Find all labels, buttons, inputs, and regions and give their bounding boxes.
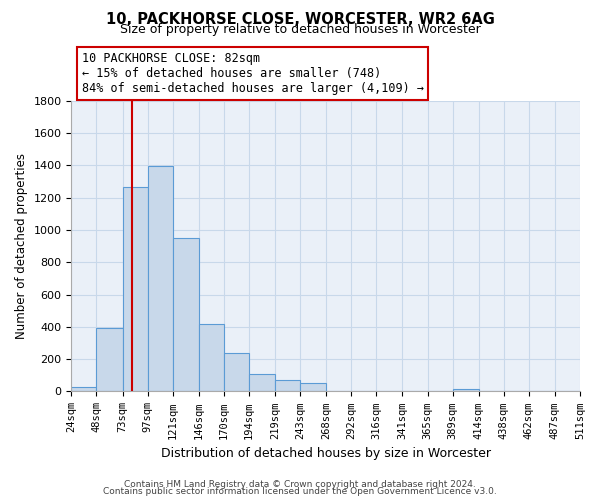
X-axis label: Distribution of detached houses by size in Worcester: Distribution of detached houses by size …: [161, 447, 491, 460]
Text: 10, PACKHORSE CLOSE, WORCESTER, WR2 6AG: 10, PACKHORSE CLOSE, WORCESTER, WR2 6AG: [106, 12, 494, 28]
Text: Contains public sector information licensed under the Open Government Licence v3: Contains public sector information licen…: [103, 487, 497, 496]
Bar: [452, 389, 479, 392]
Text: Contains HM Land Registry data © Crown copyright and database right 2024.: Contains HM Land Registry data © Crown c…: [124, 480, 476, 489]
Text: Size of property relative to detached houses in Worcester: Size of property relative to detached ho…: [119, 22, 481, 36]
Bar: [71, 388, 97, 392]
Text: 10 PACKHORSE CLOSE: 82sqm
← 15% of detached houses are smaller (748)
84% of semi: 10 PACKHORSE CLOSE: 82sqm ← 15% of detac…: [82, 52, 424, 95]
Y-axis label: Number of detached properties: Number of detached properties: [15, 153, 28, 339]
Bar: [97, 328, 122, 392]
Bar: [224, 354, 249, 392]
Bar: [148, 166, 173, 392]
Bar: [199, 324, 224, 392]
Bar: [249, 374, 275, 392]
Bar: [173, 238, 199, 392]
Bar: [275, 380, 300, 392]
Bar: [300, 384, 326, 392]
Bar: [122, 187, 148, 392]
